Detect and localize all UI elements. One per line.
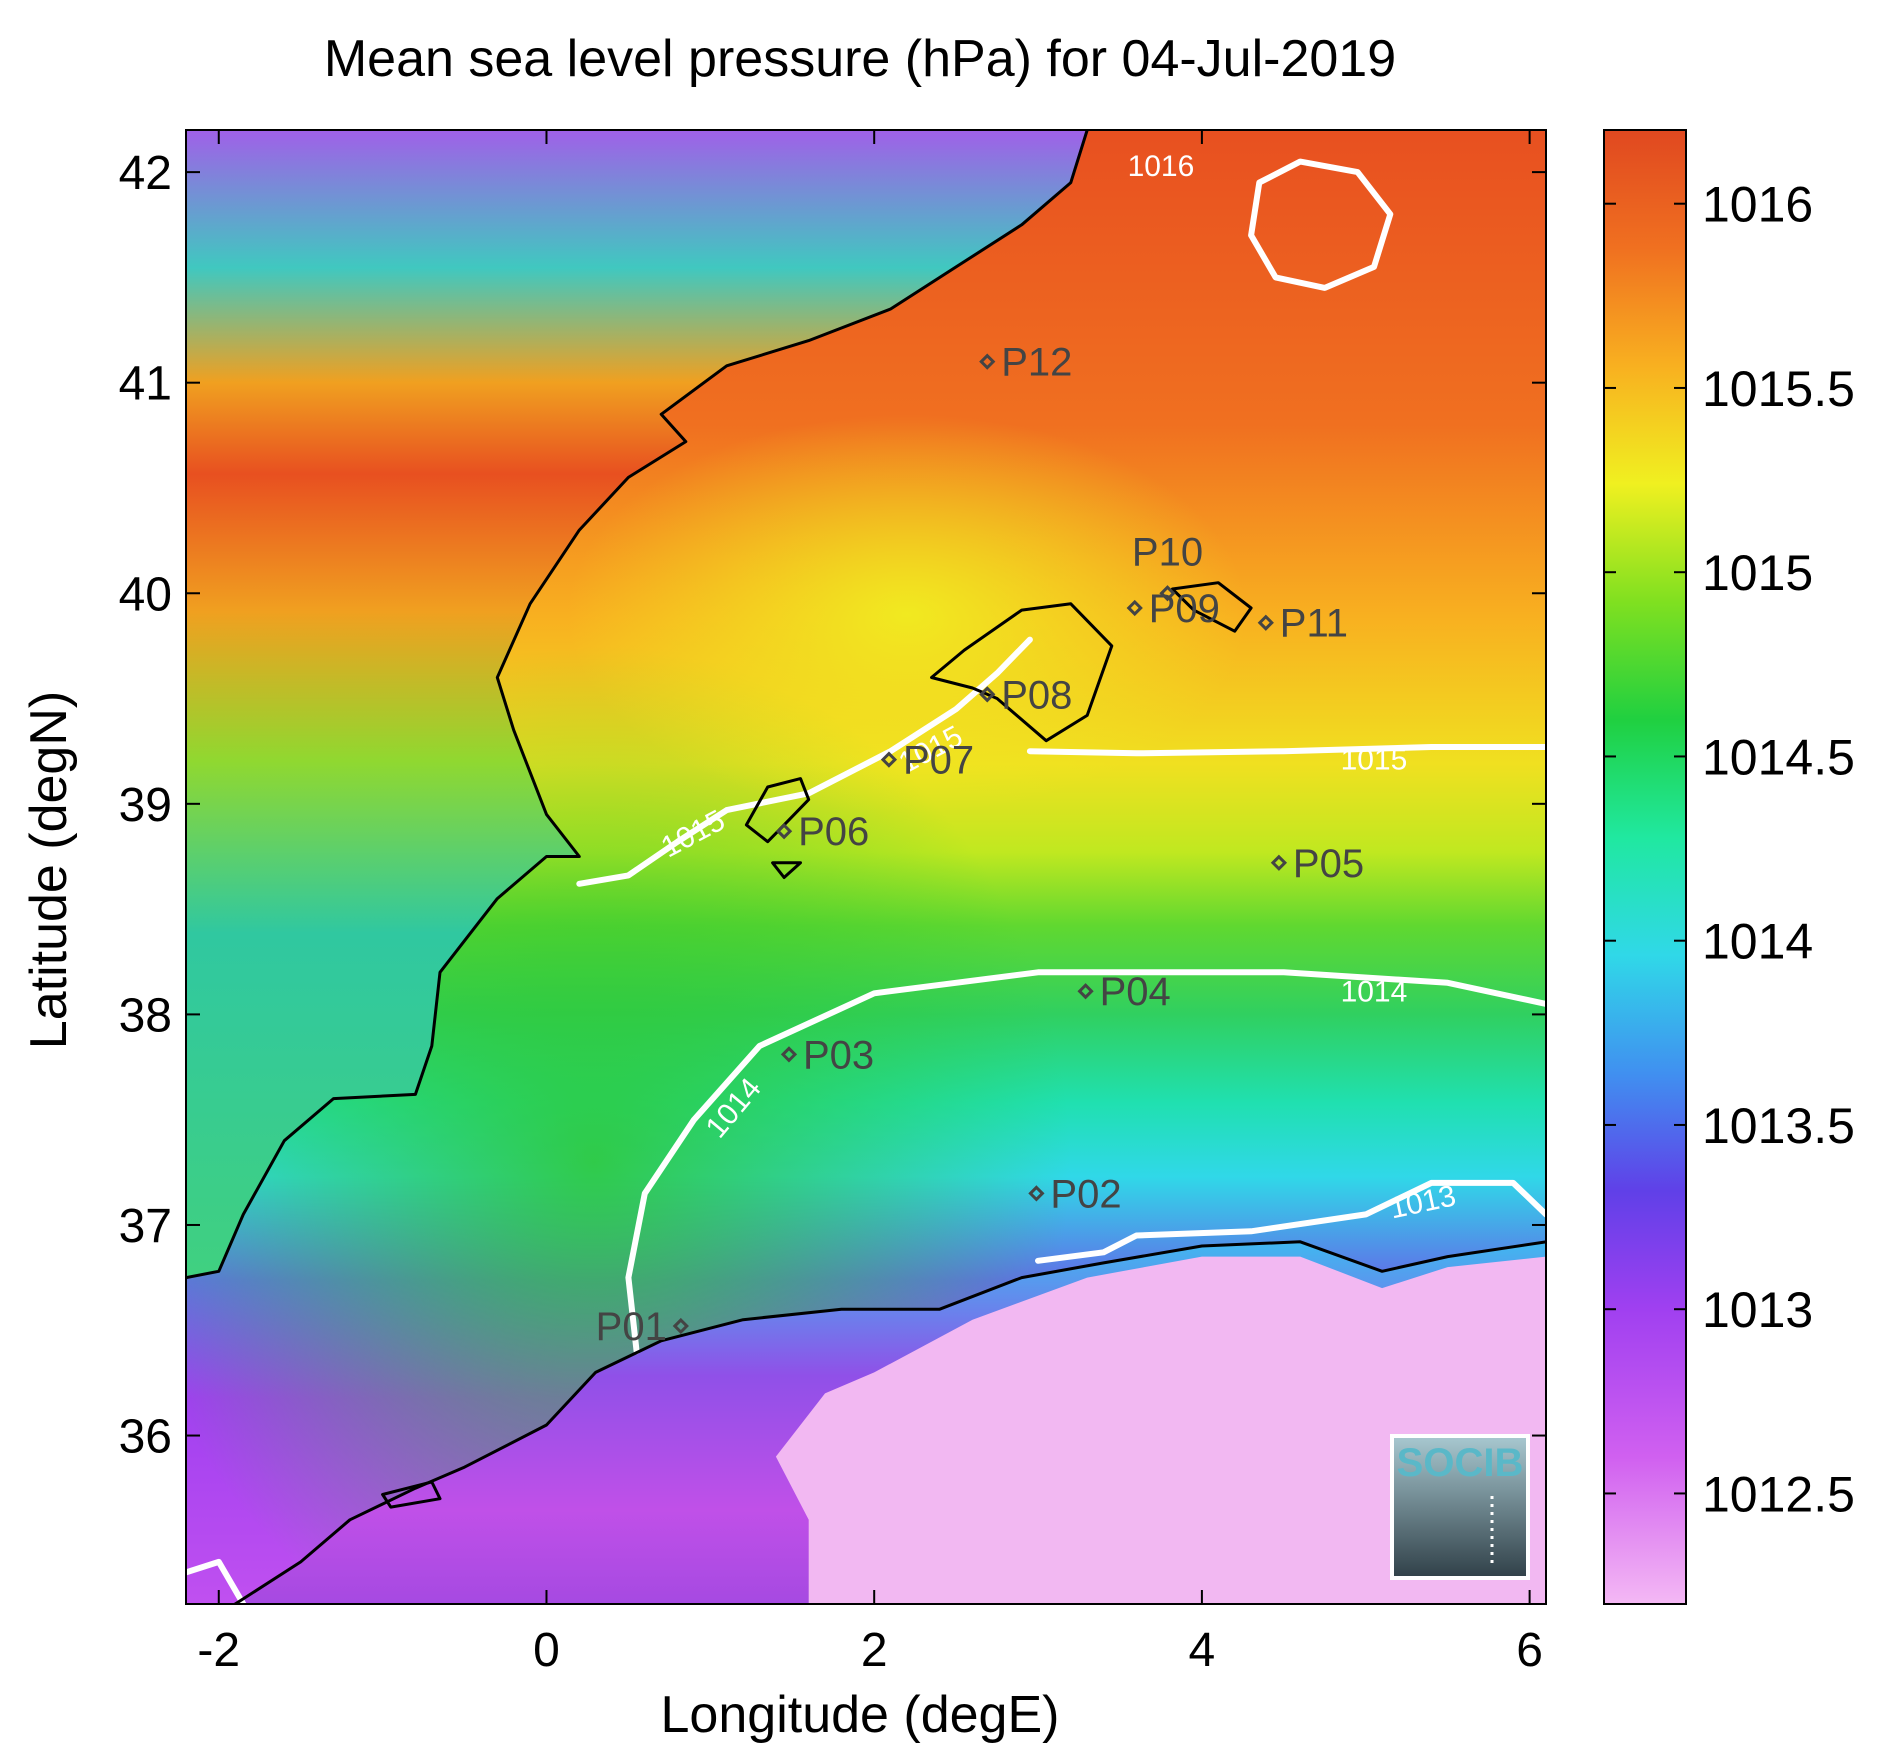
diamond-icon [1126,599,1143,617]
y-tick-label: 38 [119,989,172,1042]
colorbar-tick-label: 1014 [1702,914,1813,970]
station-label: P07 [903,739,974,783]
y-tick-label: 36 [119,1411,172,1464]
station-marker: P07 [880,739,974,783]
diamond-icon [1159,585,1176,602]
station-marker: P06 [775,810,869,854]
y-tick-label: 41 [119,358,172,411]
station-label: P05 [1293,842,1364,886]
x-axis-ticks: -2 0 2 4 6 [197,130,1543,1677]
menorca-coastline [1170,581,1253,633]
diamond-icon [979,686,996,703]
station-marker: P12 [979,341,1072,385]
y-axis-label: Latitude (degN) [20,691,78,1049]
diamond-icon [1028,1185,1045,1202]
isobar-1015-east [1026,744,1546,757]
formentera-coastline [771,861,802,879]
diamond-icon [880,751,898,768]
colorbar-ticks: 1012.5 1013 1013.5 1014 1014.5 1015 1015.5 1016 [1604,177,1855,1522]
balearic-yellow-field [566,414,1247,815]
colorbar-tick-label: 1015 [1702,545,1813,601]
y-axis-ticks: 36 37 38 39 40 41 42 [119,147,1546,1464]
colorbar-tick-label: 1012.5 [1702,1466,1855,1522]
isobar-label: 1015 [1341,744,1408,777]
x-tick-label: 4 [1189,1624,1216,1677]
station-marker: P03 [780,1033,874,1077]
isobar-label: 1016 [1128,150,1195,183]
logo-text: SOCIB [1397,1441,1524,1485]
diamond-icon [1257,614,1274,631]
diamond-icon [979,353,996,370]
coastline [186,130,1546,1604]
plot-frame [185,129,1547,1605]
isobar-1016 [1248,158,1394,291]
station-points: P01 P02 P03 P04 P05 P06 P07 P08 P09 P10 P11 P12 [596,341,1364,1349]
station-label: P04 [1100,970,1171,1014]
isobar-label: 1014 [1341,975,1408,1008]
station-label: P08 [1001,673,1072,717]
x-tick-label: 0 [533,1624,560,1677]
colorbar-tick-label: 1014.5 [1702,729,1855,785]
iberia-coastline [186,130,1089,1280]
station-marker: P05 [1270,842,1364,886]
isobar-1013 [1035,1179,1546,1264]
station-label: P11 [1280,602,1348,646]
station-marker: P10 [1132,530,1203,602]
x-tick-label: -2 [197,1624,240,1677]
diamond-icon [780,1046,798,1063]
isobar-contours [186,158,1546,1604]
north-africa-plateau [775,1256,1546,1604]
station-marker: P04 [1077,970,1171,1014]
chart-title: Mean sea level pressure (hPa) for 04-Jul… [324,30,1396,88]
alboran-coastline [381,1480,442,1509]
socib-logo: SOCIB [1390,1434,1530,1580]
station-marker: P11 [1257,602,1348,646]
x-axis-label: Longitude (degE) [661,1686,1060,1744]
station-marker: P02 [1028,1172,1122,1216]
diamond-icon [1077,983,1094,1000]
diamond-icon [775,823,793,840]
station-label: P10 [1132,530,1203,574]
colorbar-tick-label: 1013.5 [1702,1098,1855,1154]
station-marker: P08 [979,673,1072,717]
station-label: P02 [1050,1172,1121,1216]
y-tick-label: 40 [119,568,172,621]
colorbar [1603,129,1687,1605]
station-label: P12 [1001,341,1072,385]
ibiza-coastline [744,777,811,844]
colorbar-tick-label: 1015.5 [1702,361,1855,417]
isobar-1014 [625,969,1546,1355]
station-label: P03 [803,1033,874,1077]
isobar-1015-west [576,636,1033,887]
station-marker: P01 [596,1305,689,1349]
station-label: P01 [596,1305,667,1349]
diamond-icon [672,1317,689,1335]
diamond-icon [1270,854,1288,871]
mallorca-coastline [930,602,1114,743]
station-label: P09 [1149,587,1220,631]
iberia-land [186,130,1088,1278]
y-tick-label: 37 [119,1200,172,1253]
x-tick-label: 2 [861,1624,888,1677]
africa-coastline [231,1240,1546,1604]
y-tick-label: 42 [119,147,172,200]
colorbar-tick-label: 1016 [1702,177,1813,233]
station-label: P06 [798,810,869,854]
colorbar-tick-label: 1013 [1702,1282,1813,1338]
x-tick-label: 6 [1516,1624,1543,1677]
y-tick-label: 39 [119,779,172,832]
isobar-1015-sw [186,1558,247,1604]
logo-box [1390,1434,1530,1580]
